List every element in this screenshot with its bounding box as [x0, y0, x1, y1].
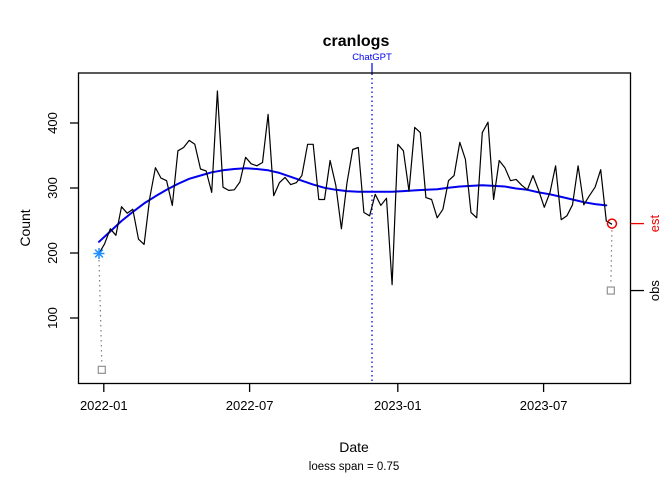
loess-curve	[98, 167, 608, 243]
chart-title: cranlogs	[323, 33, 390, 50]
marker-layer	[93, 218, 618, 375]
x-tick-label: 2022-01	[80, 398, 128, 413]
y-axis-title: Count	[17, 209, 33, 246]
start-observed-marker	[97, 365, 106, 375]
chatgpt-annotation-label: ChatGPT	[352, 52, 392, 63]
x-tick-label: 2023-01	[374, 398, 422, 413]
est-axis-label: est	[647, 215, 662, 233]
obs-axis-label: obs	[647, 280, 662, 301]
estimate-observed-connector	[98, 259, 103, 364]
start-estimate-marker	[93, 248, 105, 259]
estimate-connector-layer	[98, 230, 613, 364]
plot-border	[77, 72, 632, 385]
estimate-observed-connector	[610, 230, 613, 285]
downloads-series-line	[98, 90, 613, 286]
y-tick-label: 100	[45, 307, 60, 329]
y-tick-label: 400	[45, 112, 60, 134]
x-tick-label: 2023-07	[520, 398, 568, 413]
end-estimate-marker	[606, 218, 618, 229]
y-tick-label: 300	[45, 177, 60, 199]
end-observed-marker	[606, 286, 615, 295]
loess-span-subtitle: loess span = 0.75	[309, 461, 399, 473]
y-axis: 100 200 300 400	[45, 112, 79, 329]
right-axis: est obs	[630, 215, 662, 301]
y-tick-label: 200	[45, 242, 60, 264]
x-axis: 2022-01 2022-07 2023-01 2023-07	[80, 383, 568, 413]
x-axis-title: Date	[339, 439, 369, 455]
x-tick-label: 2022-07	[226, 398, 274, 413]
